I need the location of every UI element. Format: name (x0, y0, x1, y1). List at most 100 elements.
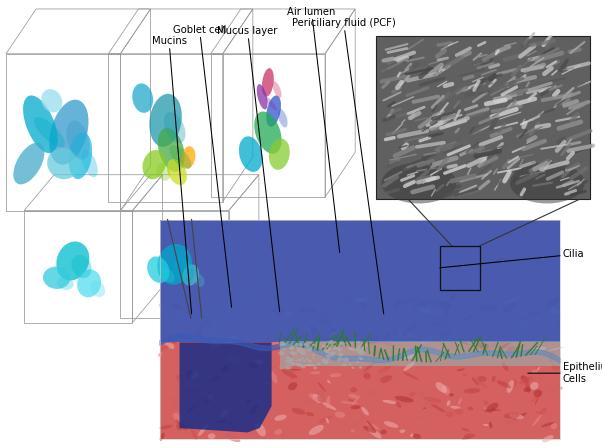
Ellipse shape (367, 422, 380, 430)
Ellipse shape (369, 331, 374, 337)
Ellipse shape (378, 366, 391, 372)
Ellipse shape (77, 269, 101, 297)
Circle shape (303, 360, 306, 362)
Ellipse shape (275, 429, 282, 435)
Ellipse shape (377, 370, 386, 380)
Circle shape (296, 363, 299, 366)
Ellipse shape (382, 400, 398, 404)
Ellipse shape (311, 331, 318, 335)
Circle shape (355, 348, 362, 353)
Ellipse shape (528, 311, 541, 315)
Circle shape (357, 345, 360, 347)
Circle shape (323, 359, 326, 361)
Ellipse shape (202, 398, 211, 403)
Ellipse shape (548, 347, 563, 351)
Ellipse shape (364, 373, 371, 379)
Ellipse shape (448, 393, 454, 396)
Ellipse shape (435, 317, 446, 322)
Ellipse shape (160, 433, 165, 441)
Ellipse shape (231, 323, 238, 328)
Circle shape (324, 349, 330, 353)
Ellipse shape (319, 399, 326, 402)
Ellipse shape (327, 316, 337, 324)
Ellipse shape (270, 371, 278, 383)
Ellipse shape (213, 300, 220, 305)
Ellipse shape (72, 255, 92, 278)
Circle shape (323, 346, 325, 348)
Circle shape (338, 353, 343, 357)
Ellipse shape (226, 355, 239, 363)
Circle shape (294, 343, 299, 346)
Ellipse shape (439, 332, 449, 340)
Ellipse shape (149, 94, 182, 147)
Ellipse shape (436, 382, 447, 393)
Circle shape (325, 351, 329, 353)
Ellipse shape (350, 387, 357, 392)
Circle shape (290, 362, 296, 366)
Ellipse shape (184, 335, 191, 341)
Circle shape (359, 366, 362, 369)
Ellipse shape (264, 300, 269, 304)
Ellipse shape (273, 297, 278, 301)
Ellipse shape (433, 298, 439, 303)
Ellipse shape (176, 423, 184, 431)
Ellipse shape (322, 402, 337, 410)
Ellipse shape (309, 393, 318, 401)
Circle shape (338, 358, 343, 361)
Ellipse shape (524, 387, 531, 392)
Ellipse shape (236, 355, 241, 360)
Ellipse shape (282, 337, 285, 340)
Ellipse shape (210, 337, 220, 351)
Ellipse shape (367, 427, 382, 439)
Ellipse shape (203, 294, 216, 302)
Ellipse shape (265, 97, 277, 111)
Ellipse shape (208, 433, 216, 439)
Circle shape (330, 351, 336, 355)
Ellipse shape (254, 112, 282, 154)
Polygon shape (179, 342, 272, 432)
Ellipse shape (156, 163, 170, 181)
Ellipse shape (445, 328, 448, 336)
Ellipse shape (549, 314, 554, 318)
Ellipse shape (291, 408, 305, 415)
Ellipse shape (425, 401, 432, 407)
Circle shape (301, 365, 306, 368)
Circle shape (285, 365, 291, 370)
Ellipse shape (458, 341, 471, 345)
Ellipse shape (69, 132, 92, 179)
Ellipse shape (450, 406, 461, 409)
Ellipse shape (43, 267, 70, 289)
Ellipse shape (450, 293, 458, 301)
Ellipse shape (497, 382, 504, 385)
Circle shape (296, 359, 298, 362)
Bar (279, 341, 560, 366)
Circle shape (330, 345, 337, 350)
Ellipse shape (472, 377, 479, 385)
Ellipse shape (521, 375, 529, 383)
Ellipse shape (438, 301, 451, 308)
Text: Mucins: Mucins (152, 36, 191, 314)
Ellipse shape (447, 334, 452, 343)
Circle shape (326, 346, 329, 348)
Ellipse shape (396, 401, 401, 408)
Ellipse shape (273, 81, 282, 98)
Ellipse shape (409, 392, 415, 397)
Ellipse shape (281, 292, 295, 302)
Circle shape (285, 360, 287, 362)
Circle shape (324, 360, 329, 364)
Ellipse shape (312, 394, 322, 403)
Ellipse shape (442, 385, 450, 395)
Ellipse shape (412, 434, 421, 439)
Circle shape (317, 362, 321, 366)
Ellipse shape (246, 422, 248, 430)
Ellipse shape (305, 397, 323, 404)
Ellipse shape (382, 163, 456, 203)
Circle shape (340, 342, 344, 345)
Circle shape (328, 352, 334, 357)
Ellipse shape (275, 414, 287, 421)
Ellipse shape (499, 342, 510, 349)
Ellipse shape (459, 315, 474, 323)
Circle shape (297, 364, 300, 366)
Circle shape (326, 357, 330, 360)
Ellipse shape (507, 380, 514, 393)
